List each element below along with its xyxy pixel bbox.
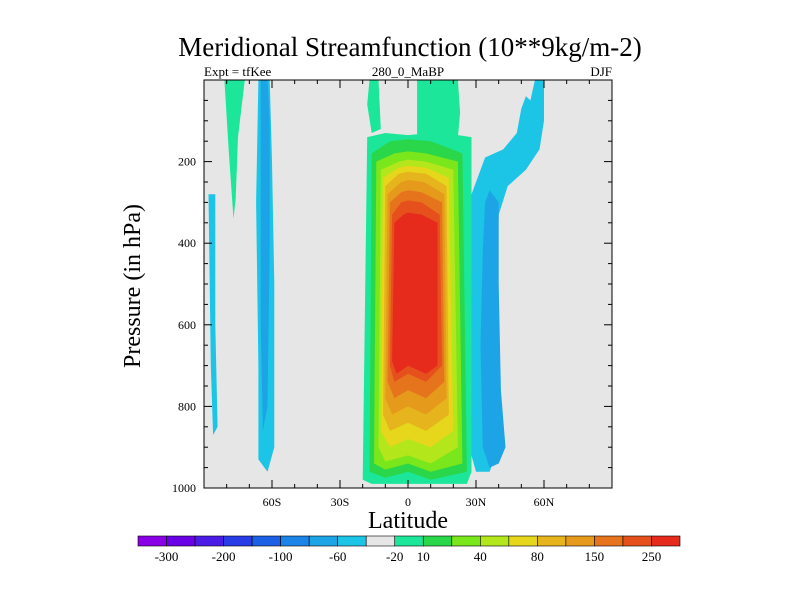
contour-blue-north-mid	[480, 190, 506, 468]
x-tick-label: 30S	[331, 495, 350, 509]
y-axis-label: Pressure (in hPa)	[120, 204, 146, 368]
colorbar-box	[308, 535, 338, 547]
y-tick-label: 600	[178, 318, 196, 332]
y-tick-label: 400	[178, 236, 196, 250]
colorbar-box	[422, 535, 453, 547]
colorbar-label: 250	[642, 549, 662, 564]
chart-title: Meridional Streamfunction (10**9kg/m-2)	[178, 32, 641, 62]
colorbar-label: 150	[585, 549, 605, 564]
contour-blue-south-60-inner	[260, 80, 270, 431]
x-tick-label: 60S	[263, 495, 282, 509]
colorbar-label: -300	[155, 549, 179, 564]
colorbar-box	[508, 535, 538, 547]
y-tick-label: 200	[178, 155, 196, 169]
colorbar-label: -60	[329, 549, 346, 564]
colorbar-box	[537, 535, 567, 547]
colorbar-box	[223, 535, 253, 547]
colorbar-label: -20	[386, 549, 403, 564]
colorbar-box	[565, 535, 595, 547]
season-label: DJF	[590, 64, 612, 79]
colorbar-box	[166, 535, 196, 547]
x-tick-label: 60N	[534, 495, 555, 509]
y-tick-label: 800	[178, 399, 196, 413]
colorbar-box	[394, 535, 424, 547]
colorbar-label: -100	[269, 549, 293, 564]
plot-area: 60S 30S 0 30N 60N 200 400 600 800 1000	[172, 79, 613, 509]
contour-c250-core	[392, 212, 438, 374]
colorbar-box	[337, 535, 367, 547]
x-tick-label: 30N	[466, 495, 487, 509]
contour-blue-south-high-lat	[208, 194, 218, 435]
x-tick-label: 0	[405, 495, 411, 509]
colorbar-box	[651, 535, 681, 547]
colorbar-label: -200	[212, 549, 236, 564]
colorbar-box	[594, 535, 624, 547]
contour-green-band-north-tail	[417, 80, 461, 142]
colorbar-box	[622, 535, 652, 547]
case-label: 280_0_MaBP	[372, 64, 444, 79]
experiment-label: Expt = tfKee	[204, 64, 271, 79]
axis-ticks: 60S 30S 0 30N 60N 200 400 600 800 1000	[172, 79, 613, 509]
colorbar-box	[251, 535, 281, 547]
colorbar-label: 40	[474, 549, 487, 564]
colorbar-box	[194, 535, 224, 547]
contour-regions	[208, 80, 544, 484]
colorbar-label: 10	[417, 549, 430, 564]
colorbar-box	[451, 535, 481, 547]
contour-green-south-polar-tongue	[224, 80, 245, 219]
colorbar-label: 80	[531, 549, 544, 564]
colorbar-box	[365, 535, 396, 547]
colorbar-box	[280, 535, 310, 547]
colorbar-box	[137, 535, 167, 547]
contour-green-band-south-tail	[367, 80, 381, 133]
colorbar: -300 -200 -100 -60 -20 10 40 80 150 250	[137, 535, 681, 564]
y-tick-label: 1000	[172, 481, 196, 495]
x-axis-label: Latitude	[368, 508, 448, 534]
colorbar-box	[480, 535, 510, 547]
